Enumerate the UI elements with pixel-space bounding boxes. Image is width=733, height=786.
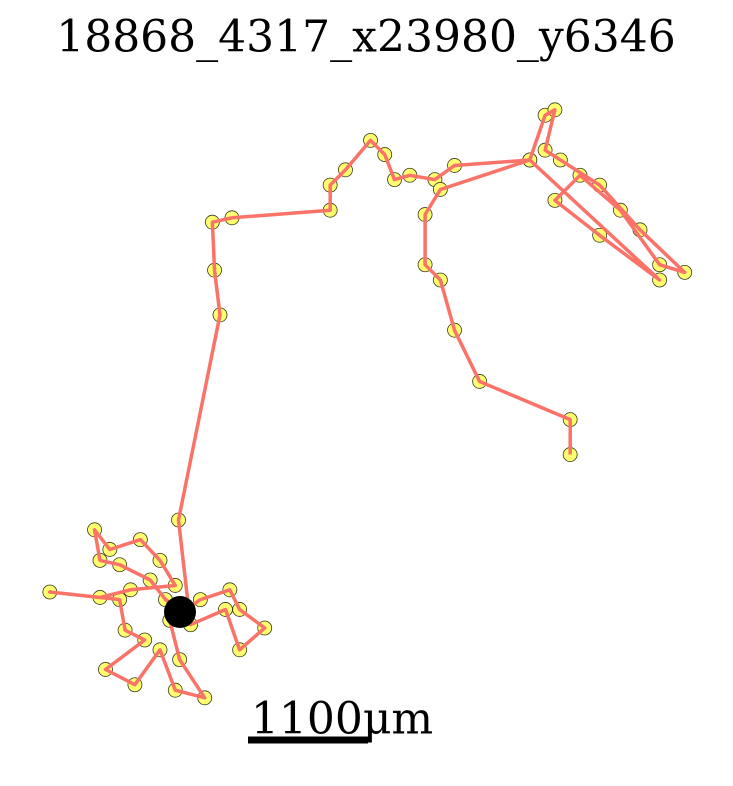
trajectory-line [48,108,687,700]
chart-title: 18868_4317_x23980_y6346 [56,12,676,63]
start-blob [164,596,196,628]
scale-bar-label: 1100μm [251,694,433,745]
markers [42,102,693,706]
trajectory [48,108,687,700]
